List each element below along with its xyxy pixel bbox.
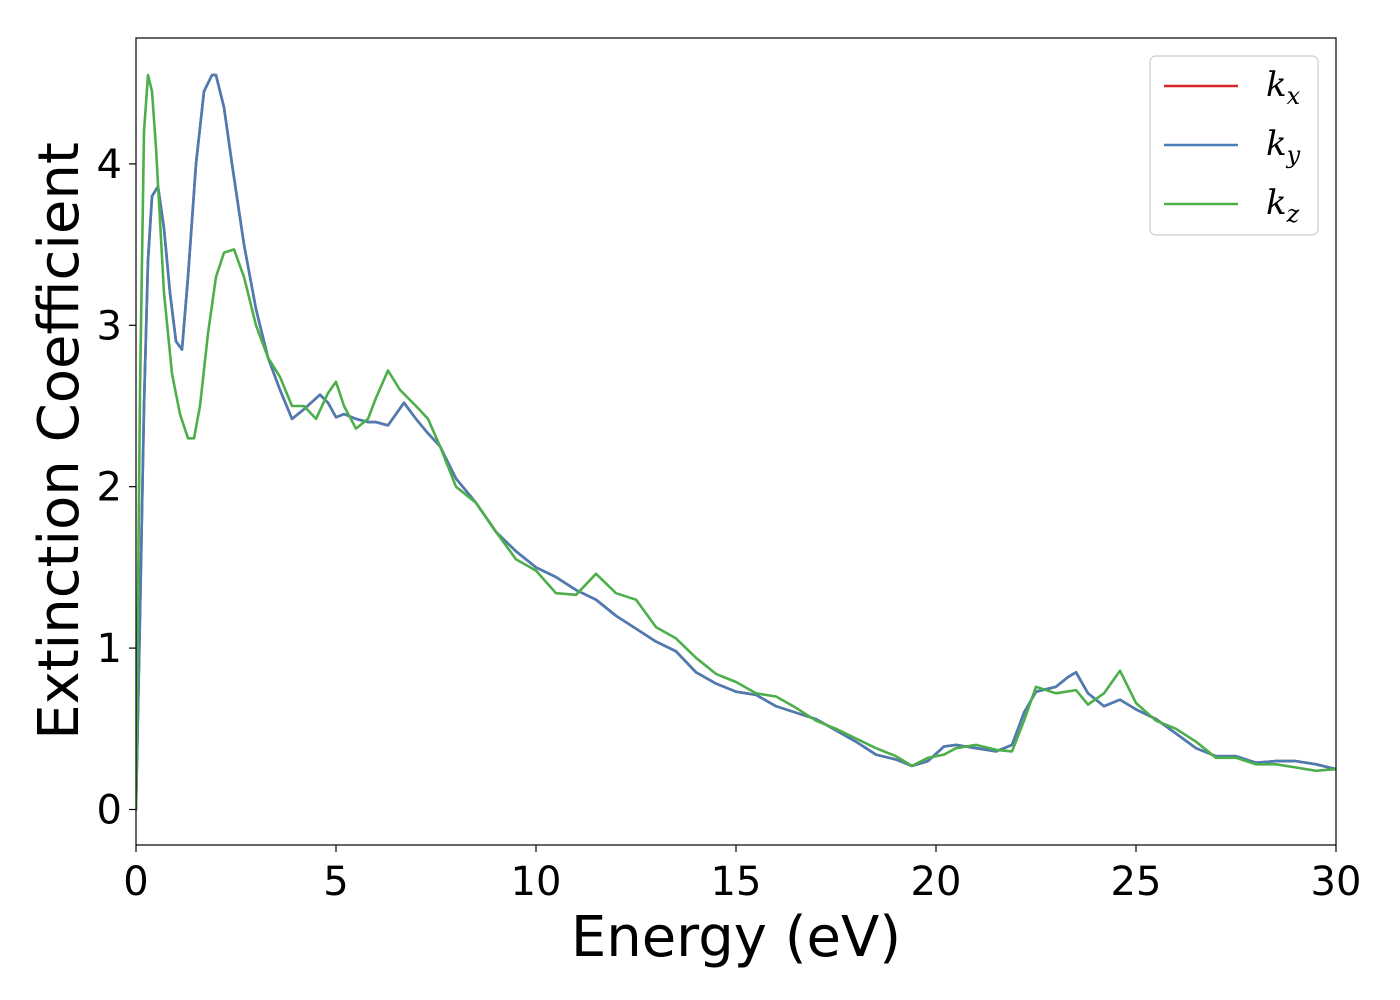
legend-label-subscript: z <box>1286 200 1300 228</box>
x-tick-label: 15 <box>711 859 762 905</box>
x-tick-label: 20 <box>911 859 962 905</box>
legend-label-base: k <box>1266 65 1287 105</box>
x-tick-label: 25 <box>1111 859 1162 905</box>
x-axis: 0 5 10 15 20 25 30 <box>123 845 1361 905</box>
x-tick-label: 30 <box>1311 859 1362 905</box>
legend-label-subscript: y <box>1286 141 1301 169</box>
legend-label-base: k <box>1266 124 1287 164</box>
y-tick-label: 0 <box>97 787 122 833</box>
legend-label-subscript: x <box>1287 82 1301 110</box>
legend-label-x: kx <box>1266 65 1301 110</box>
series-layer <box>136 73 1336 811</box>
y-axis-title: Extinction Coefficient <box>27 142 92 740</box>
x-tick-label: 0 <box>123 859 148 905</box>
x-tick-label: 10 <box>511 859 562 905</box>
y-tick-label: 2 <box>97 465 122 511</box>
y-tick-label: 3 <box>97 303 122 349</box>
series-line-y <box>136 73 1336 811</box>
y-tick-label: 1 <box>97 626 122 672</box>
legend-label-z: kz <box>1266 183 1300 228</box>
x-axis-title: Energy (eV) <box>571 905 901 970</box>
legend-label-y: ky <box>1266 124 1301 169</box>
series-line-z <box>136 73 1336 811</box>
legend-label-base: k <box>1266 183 1287 223</box>
y-axis: 0 1 2 3 4 <box>97 142 136 833</box>
y-tick-label: 4 <box>97 142 122 188</box>
x-tick-label: 5 <box>323 859 348 905</box>
